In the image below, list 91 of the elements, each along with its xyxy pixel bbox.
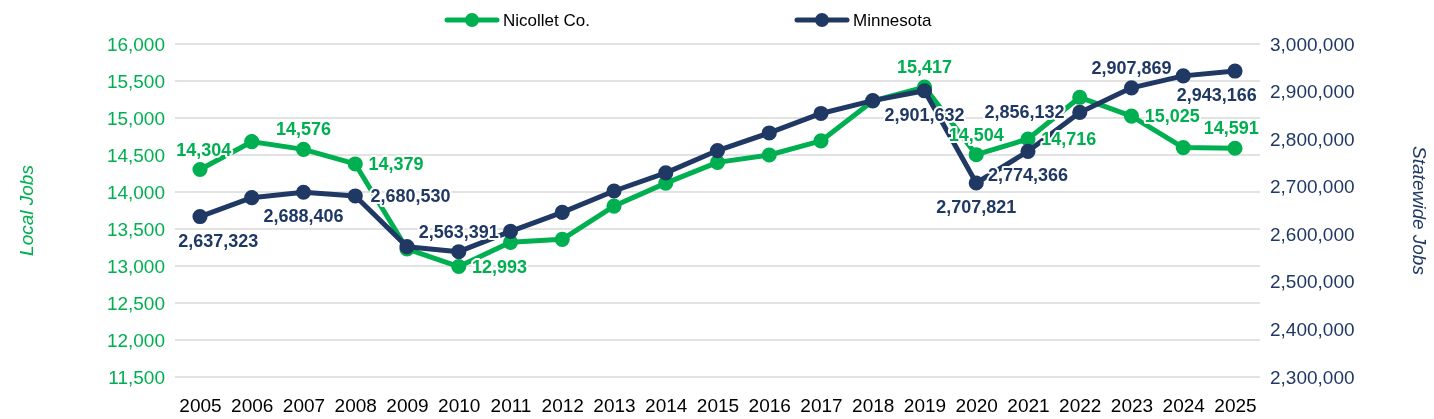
y-tick-label: 14,000 — [106, 181, 165, 203]
x-tick-label: 2023 — [1110, 395, 1154, 417]
x-tick-label: 2024 — [1162, 395, 1206, 417]
x-tick-label: 2018 — [852, 395, 895, 417]
point — [244, 134, 260, 150]
data-label: 14,304 — [176, 139, 232, 160]
data-label: 15,417 — [896, 57, 953, 78]
x-tick-label: 2014 — [645, 395, 688, 417]
y-tick-label: 15,000 — [106, 107, 165, 129]
data-label: 2,907,869 — [1091, 57, 1172, 78]
point — [606, 183, 622, 199]
point — [502, 223, 519, 239]
point — [761, 147, 777, 163]
point — [1072, 89, 1088, 105]
y-tick-label: 12,000 — [106, 329, 165, 351]
data-label: 2,688,406 — [263, 206, 344, 227]
x-tick-label: 2007 — [282, 395, 326, 417]
data-label: 14,379 — [368, 153, 424, 174]
y-tick-label: 15,500 — [106, 70, 165, 92]
x-tick-label: 2010 — [438, 395, 481, 417]
y-tick-label: 11,500 — [108, 366, 165, 388]
point — [813, 105, 829, 122]
x-tick-label: 2008 — [334, 395, 377, 417]
point — [1020, 143, 1036, 159]
y-axis-title: Local Jobs — [15, 164, 37, 256]
data-label: 14,576 — [275, 119, 332, 140]
y2-tick-label: 2,500,000 — [1270, 271, 1355, 293]
point — [968, 175, 984, 191]
point — [1227, 63, 1243, 79]
point — [244, 190, 260, 206]
legend-label: Nicollet Co. — [503, 10, 590, 30]
x-tick-label: 2019 — [903, 395, 947, 417]
y-tick-label: 13,500 — [106, 218, 165, 240]
data-label: 12,993 — [472, 256, 528, 277]
point — [1072, 104, 1088, 120]
point — [192, 161, 208, 178]
point — [451, 244, 467, 260]
point — [658, 165, 674, 181]
point — [1175, 68, 1191, 84]
y-tick-label: 14,500 — [106, 144, 165, 166]
point — [295, 184, 312, 200]
data-label: 15,025 — [1144, 106, 1200, 127]
y2-tick-label: 2,800,000 — [1270, 128, 1355, 150]
y-tick-label: 13,000 — [106, 255, 165, 277]
data-label: 2,707,821 — [936, 196, 1017, 217]
x-tick-label: 2021 — [1007, 395, 1050, 417]
point — [295, 141, 312, 157]
y-tick-label: 16,000 — [106, 33, 165, 55]
y2-tick-label: 2,900,000 — [1270, 81, 1355, 103]
x-tick-label: 2005 — [179, 395, 222, 417]
x-tick-label: 2012 — [541, 395, 584, 417]
point — [916, 83, 933, 99]
data-label: 14,716 — [1041, 129, 1097, 150]
x-tick-label: 2013 — [593, 395, 636, 417]
y-tick-label: 12,500 — [106, 292, 165, 314]
y2-tick-label: 2,300,000 — [1270, 366, 1355, 388]
point — [554, 204, 570, 220]
data-label: 2,943,166 — [1176, 85, 1257, 106]
data-label: 2,637,323 — [178, 230, 259, 251]
point — [761, 125, 777, 141]
point — [554, 231, 570, 247]
x-tick-label: 2016 — [748, 395, 791, 417]
point — [347, 188, 363, 204]
y2-tick-label: 2,700,000 — [1270, 176, 1355, 198]
data-label: 2,774,366 — [987, 165, 1069, 186]
point — [451, 258, 467, 275]
x-tick-label: 2015 — [696, 395, 740, 417]
x-tick-label: 2025 — [1214, 395, 1257, 417]
point — [1227, 140, 1243, 156]
point — [968, 147, 984, 163]
point — [1175, 140, 1191, 156]
point — [1123, 80, 1140, 96]
x-tick-label: 2011 — [490, 395, 532, 417]
y2-tick-label: 3,000,000 — [1270, 33, 1355, 55]
x-tick-label: 2017 — [800, 395, 843, 417]
x-tick-label: 2009 — [386, 395, 429, 417]
x-tick-label: 2022 — [1059, 395, 1102, 417]
x-tick-label: 2020 — [955, 395, 998, 417]
legend-label: Minnesota — [853, 10, 932, 30]
y2-tick-label: 2,600,000 — [1270, 223, 1355, 245]
point — [1123, 108, 1140, 124]
point — [709, 143, 726, 159]
point — [347, 156, 363, 172]
x-tick-label: 2006 — [231, 395, 274, 417]
y2-axis-title: Statewide Jobs — [1409, 146, 1431, 276]
data-label: 14,591 — [1203, 118, 1259, 139]
data-label: 2,563,391 — [418, 221, 499, 242]
point — [606, 198, 622, 214]
point — [192, 208, 208, 225]
y2-tick-label: 2,400,000 — [1270, 319, 1355, 341]
point — [813, 133, 829, 149]
